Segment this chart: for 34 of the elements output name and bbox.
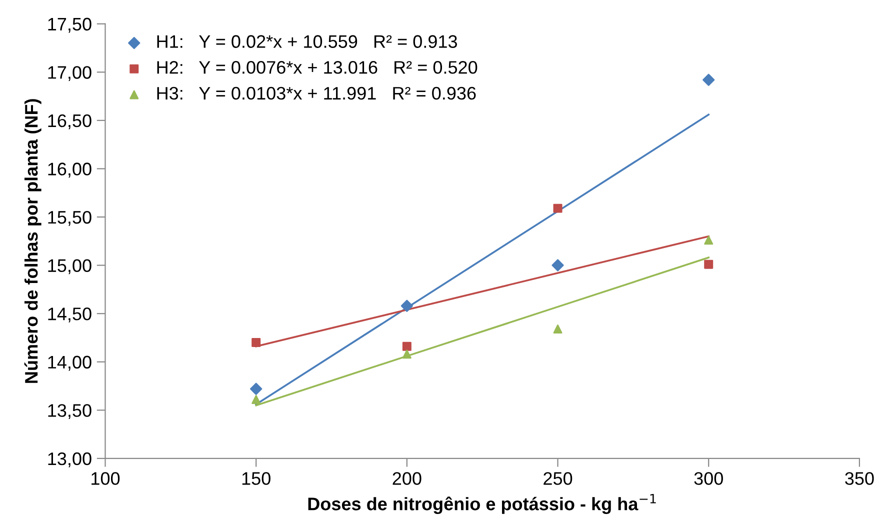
- y-tick-label: 14,50: [48, 308, 92, 322]
- legend-label: H2: Y = 0.0076*x + 13.016 R² = 0.520: [157, 61, 478, 74]
- legend-label: H3: Y = 0.0103*x + 11.991 R² = 0.936: [157, 86, 476, 100]
- x-tick-label: 250: [544, 472, 572, 485]
- point: [400, 300, 413, 312]
- y-tick-label: 16,50: [48, 114, 92, 130]
- y-tick-label: 16,00: [48, 162, 92, 178]
- point: [553, 324, 562, 334]
- point: [704, 260, 714, 269]
- y-tick-label: 13,50: [48, 404, 92, 420]
- x-axis-title: Doses de nitrogênio e potássio - kg ha$^{−1}$: [308, 494, 656, 514]
- point: [252, 395, 261, 404]
- y-tick-label: 15,50: [48, 210, 92, 226]
- legend-label: H1: Y = 0.02*x + 10.559 R² = 0.913: [157, 35, 457, 48]
- point: [552, 259, 564, 272]
- point: [250, 382, 262, 395]
- point: [402, 350, 412, 359]
- y-tick-label: 15,00: [48, 259, 92, 274]
- point: [402, 342, 412, 351]
- x-tick-label: 300: [694, 472, 723, 485]
- x-tick-label: 100: [92, 472, 120, 485]
- point: [553, 204, 562, 213]
- y-tick-label: 14,00: [48, 356, 92, 371]
- x-tick-label: 150: [242, 472, 270, 485]
- point: [702, 74, 715, 86]
- x-tick-label: 200: [392, 472, 422, 485]
- line-series: [255, 256, 710, 406]
- point: [704, 236, 714, 245]
- y-tick-label: 13,00: [48, 452, 92, 468]
- y-tick-label: 17,00: [48, 66, 92, 81]
- point: [252, 338, 261, 348]
- y-tick-label: 17,50: [48, 18, 92, 33]
- y-axis-title: Número de folhas por planta (NF): [24, 99, 42, 383]
- x-tick-label: 350: [845, 472, 874, 485]
